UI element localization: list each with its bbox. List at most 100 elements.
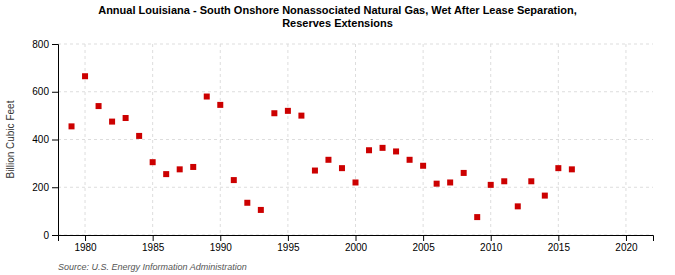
- point: [123, 115, 129, 121]
- point: [569, 166, 575, 172]
- tick-mark: [52, 44, 58, 45]
- tick-mark: [626, 235, 627, 241]
- tick: 1995: [277, 235, 300, 253]
- tick-mark: [288, 235, 289, 241]
- tick-mark: [52, 235, 58, 236]
- plot-area: [69, 73, 575, 220]
- point: [393, 148, 399, 154]
- grid: [58, 44, 653, 235]
- tick-label: 200: [32, 182, 49, 193]
- grid-line-x: [355, 44, 356, 235]
- tick-label: 2000: [345, 242, 368, 253]
- grid-line-y: [58, 139, 653, 140]
- chart: 1980 1985 1990 1995 2000 2005 2010 2015 2020 0 200…: [0, 0, 675, 275]
- point: [528, 178, 534, 184]
- tick-label: 800: [32, 39, 49, 50]
- tick-mark: [153, 235, 154, 241]
- tick-mark: [52, 92, 58, 93]
- tick-label: 2020: [615, 242, 638, 253]
- point: [515, 203, 521, 209]
- point: [420, 163, 426, 169]
- tick-label: 2005: [412, 242, 435, 253]
- grid-line-x: [490, 44, 491, 235]
- y-axis-label: Billion Cubic Feet: [5, 100, 16, 178]
- tick-label: 1985: [142, 242, 165, 253]
- point: [258, 207, 264, 213]
- annotation: Source: U.S. Energy Information Administ…: [58, 262, 247, 272]
- point: [163, 171, 169, 177]
- grid-line-x: [558, 44, 559, 235]
- point: [474, 214, 480, 220]
- point: [380, 145, 386, 151]
- grid-line-x: [625, 44, 626, 235]
- tick-mark: [52, 187, 58, 188]
- tick: 1980: [74, 235, 97, 253]
- point: [542, 193, 548, 199]
- tick: 2020: [615, 235, 638, 253]
- point: [190, 164, 196, 170]
- tick-label: 1980: [74, 242, 97, 253]
- point: [82, 73, 88, 79]
- grid-line-y: [58, 187, 653, 188]
- title-line: Reserves Extensions: [282, 17, 393, 29]
- tick: 2015: [548, 235, 571, 253]
- title-line: Annual Louisiana - South Onshore Nonasso…: [98, 4, 577, 16]
- tick-mark: [356, 235, 357, 241]
- point: [285, 108, 291, 114]
- x-axis: 1980 1985 1990 1995 2000 2005 2010 2015 2020: [59, 235, 654, 253]
- point: [109, 119, 115, 125]
- point: [325, 157, 331, 163]
- point: [434, 181, 440, 187]
- point: [312, 168, 318, 174]
- point: [231, 177, 237, 183]
- tick: 800: [32, 39, 58, 50]
- tick: 2005: [412, 235, 435, 253]
- tick-label: 2010: [480, 242, 503, 253]
- tick: 1985: [142, 235, 165, 253]
- grid-line-x: [152, 44, 153, 235]
- point: [461, 170, 467, 176]
- tick: 400: [32, 134, 58, 145]
- point: [555, 165, 561, 171]
- grid-line-x: [423, 44, 424, 235]
- axis-domain: [52, 45, 59, 236]
- point: [69, 123, 75, 129]
- tick-mark: [491, 235, 492, 241]
- chart-container: 1980 1985 1990 1995 2000 2005 2010 2015 2020 0 200…: [0, 0, 675, 275]
- grid-line-x: [287, 44, 288, 235]
- grid-line-x: [220, 44, 221, 235]
- point: [217, 102, 223, 108]
- point: [353, 179, 359, 185]
- point: [177, 166, 183, 172]
- tick-label: 1990: [210, 242, 233, 253]
- tick-label: 0: [43, 230, 49, 241]
- tick: 0: [43, 230, 58, 241]
- tick: 2000: [345, 235, 368, 253]
- point: [244, 200, 250, 206]
- tick-mark: [52, 140, 58, 141]
- point: [407, 157, 413, 163]
- tick-mark: [220, 235, 221, 241]
- tick: 200: [32, 182, 58, 193]
- tick: 2010: [480, 235, 503, 253]
- title: Annual Louisiana - South Onshore Nonasso…: [98, 4, 577, 29]
- tick-mark: [423, 235, 424, 241]
- tick-label: 400: [32, 134, 49, 145]
- axis-domain: [59, 236, 654, 242]
- tick-mark: [85, 235, 86, 241]
- tick-label: 600: [32, 86, 49, 97]
- point: [488, 182, 494, 188]
- y-axis: 0 200 400 600 800: [32, 39, 58, 241]
- tick: 600: [32, 86, 58, 97]
- point: [339, 165, 345, 171]
- point: [96, 103, 102, 109]
- point: [501, 178, 507, 184]
- point: [204, 94, 210, 100]
- point: [136, 133, 142, 139]
- point: [447, 179, 453, 185]
- point: [298, 113, 304, 119]
- point: [271, 110, 277, 116]
- grid-line-x: [85, 44, 86, 235]
- tick: 1990: [210, 235, 233, 253]
- tick-mark: [558, 235, 559, 241]
